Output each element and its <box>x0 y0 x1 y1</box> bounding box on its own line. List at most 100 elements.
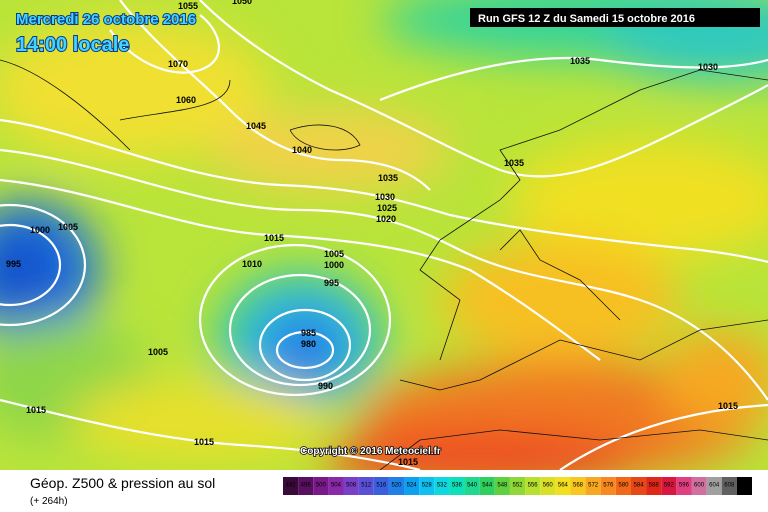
scale-label: 564 <box>558 483 569 489</box>
scale-label: 592 <box>664 483 675 489</box>
scale-label: 500 <box>316 483 327 489</box>
scale-label: 548 <box>497 483 508 489</box>
footer-subtitle: (+ 264h) <box>30 496 68 507</box>
isobar-label: 1050 <box>232 0 252 6</box>
isobar-label: 980 <box>301 339 316 349</box>
scale-swatch <box>328 477 344 495</box>
scale-label: 504 <box>331 483 342 489</box>
isobar-label: 995 <box>324 278 339 288</box>
isobar-label: 1035 <box>378 173 398 183</box>
scale-label: 496 <box>301 483 312 489</box>
scale-label: 532 <box>437 483 448 489</box>
scale-swatch <box>313 477 329 495</box>
isobar-label: 1005 <box>148 347 168 357</box>
scale-swatch <box>388 477 405 495</box>
scale-label: 492 <box>286 483 297 489</box>
isobar-label: 1020 <box>376 214 396 224</box>
scale-swatch <box>661 477 677 495</box>
scale-swatch <box>615 477 631 495</box>
scale-swatch <box>494 477 510 495</box>
scale-swatch <box>373 477 389 495</box>
time-label: 14:00 locale <box>16 34 129 56</box>
isobars <box>0 0 768 470</box>
scale-swatch <box>283 477 299 495</box>
isobar-label: 1045 <box>246 121 266 131</box>
isobar-label: 990 <box>318 381 333 391</box>
scale-label: 556 <box>528 483 539 489</box>
scale-label: 596 <box>679 483 690 489</box>
scale-swatch <box>509 477 526 495</box>
scale-swatch <box>479 477 495 495</box>
isobar-label: 1040 <box>292 145 312 155</box>
scale-swatch <box>706 477 722 495</box>
scale-swatch <box>646 477 662 495</box>
isobar-label: 1015 <box>718 401 738 411</box>
isobar-label: 985 <box>301 328 316 338</box>
scale-label: 612 <box>739 483 750 489</box>
scale-label: 528 <box>422 483 433 489</box>
scale-label: 588 <box>649 483 660 489</box>
isobar-label: 1070 <box>168 59 188 69</box>
isobar-label: 995 <box>6 259 21 269</box>
isobar-label: 1060 <box>176 95 196 105</box>
scale-swatch <box>298 477 314 495</box>
isobar-label: 1015 <box>398 457 418 467</box>
scale-label: 540 <box>467 483 478 489</box>
scale-label: 600 <box>694 483 705 489</box>
scale-label: 508 <box>346 483 357 489</box>
scale-label: 608 <box>724 483 735 489</box>
scale-swatch <box>525 477 541 495</box>
isobar-label: 1000 <box>324 260 344 270</box>
run-banner <box>470 8 760 27</box>
scale-swatch <box>630 477 647 495</box>
isobar-label: 1030 <box>698 62 718 72</box>
scale-label: 572 <box>588 483 599 489</box>
scale-label: 520 <box>391 483 402 489</box>
isobar-label: 1010 <box>242 259 262 269</box>
scale-swatch <box>721 477 737 495</box>
isobar-label: 1035 <box>570 56 590 66</box>
scale-label: 516 <box>376 483 387 489</box>
scale-swatch <box>404 477 420 495</box>
scale-label: 604 <box>709 483 720 489</box>
scale-label: 584 <box>634 483 645 489</box>
scale-label: 568 <box>573 483 584 489</box>
scale-swatch <box>343 477 359 495</box>
scale-swatch <box>736 477 752 495</box>
scale-label: 512 <box>361 483 372 489</box>
isobar-label: 1005 <box>324 249 344 259</box>
scale-swatch <box>555 477 571 495</box>
scale-swatch <box>570 477 586 495</box>
color-scale: 492 496 500 504 508 512 516 520 524 528 532 536 540 5… <box>283 477 752 495</box>
scale-swatch <box>464 477 480 495</box>
scale-swatch <box>434 477 450 495</box>
scale-swatch <box>691 477 707 495</box>
map-area: 1055 105010701060104510401035103010251020… <box>0 0 768 470</box>
scale-swatch <box>676 477 692 495</box>
scale-swatch <box>358 477 374 495</box>
date-label: Mercredi 26 octobre 2016 <box>16 11 196 28</box>
isobar-label: 1015 <box>26 405 46 415</box>
footer-title: Géop. Z500 & pression au sol <box>30 475 215 491</box>
isobar-label: 1025 <box>377 203 397 213</box>
isobar-label: 1005 <box>58 222 78 232</box>
scale-label: 524 <box>407 483 418 489</box>
scale-swatch <box>419 477 435 495</box>
scale-label: 560 <box>543 483 554 489</box>
isobar-label: 1015 <box>264 233 284 243</box>
scale-label: 580 <box>618 483 629 489</box>
scale-label: 536 <box>452 483 463 489</box>
isobar-label: 1055 <box>178 1 198 11</box>
scale-swatch <box>449 477 465 495</box>
copyright: Copyright © 2016 Meteociel.fr <box>300 446 441 457</box>
run-label: Run GFS 12 Z du Samedi 15 octobre 2016 <box>478 13 695 25</box>
scale-label: 552 <box>512 483 523 489</box>
isobar-label: 1015 <box>194 437 214 447</box>
scale-swatch <box>585 477 601 495</box>
isobar-label: 1000 <box>30 225 50 235</box>
isobar-label: 1030 <box>375 192 395 202</box>
scale-swatch <box>600 477 616 495</box>
scale-label: 544 <box>482 483 493 489</box>
isobar-label: 1035 <box>504 158 524 168</box>
